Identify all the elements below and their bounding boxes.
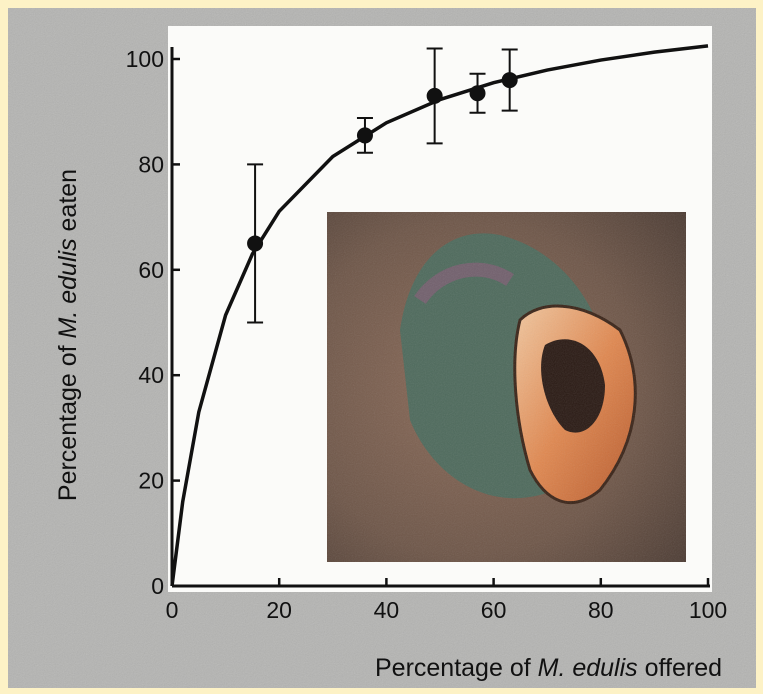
y-label-part: eaten [54,169,82,239]
x-tick-label: 80 [588,597,614,623]
y-tick-label: 60 [138,257,164,283]
x-tick-label: 60 [481,597,507,623]
data-point [426,87,443,104]
data-point [247,235,264,252]
x-label-part: Percentage of [375,654,538,682]
x-tick-label: 100 [689,597,727,623]
data-point [356,127,373,144]
x-axis-label: Percentage of M. edulis offered [375,654,722,682]
x-tick-label: 40 [374,597,400,623]
data-point [469,85,486,102]
y-tick-label: 20 [138,468,164,494]
data-point [501,72,518,89]
x-tick-label: 20 [266,597,292,623]
y-tick-label: 80 [138,151,164,177]
y-tick-label: 100 [126,46,164,72]
y-label-part: M. edulis [54,238,82,338]
y-label-part: Percentage of [54,338,82,501]
y-axis-label: Percentage of M. edulis eaten [54,169,82,501]
y-tick-label: 40 [138,362,164,388]
x-label-part: M. edulis [538,654,638,682]
y-tick-label: 0 [151,573,164,599]
photo-inset [327,212,686,562]
x-label-part: offered [638,654,722,682]
x-tick-label: 0 [166,597,179,623]
photo-texture [327,212,686,562]
